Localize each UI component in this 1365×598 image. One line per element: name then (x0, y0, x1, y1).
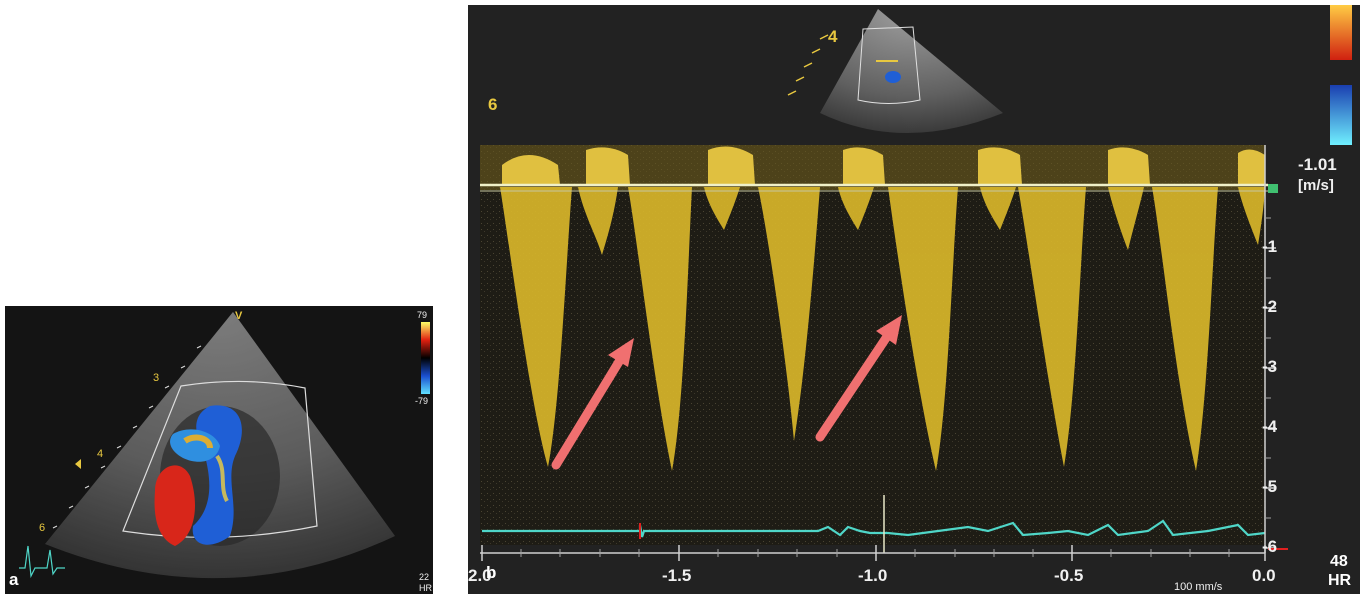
y-tick-5: -5 (1262, 477, 1278, 496)
y-tick-4: -4 (1262, 417, 1278, 436)
x-tick-0-0: 0.0 (1252, 566, 1276, 585)
thumb-depth-mark-4: 4 (828, 27, 838, 46)
arrow-head-1 (608, 338, 634, 367)
y-tick-2: -2 (1262, 297, 1278, 316)
heart-rate-label: HR (1328, 572, 1352, 589)
x-tick-minus-1-0: -1.0 (858, 566, 888, 585)
probe-marker: V (235, 310, 243, 322)
color-scale-lower (1330, 85, 1352, 145)
velocity-unit-label: [m/s] (1298, 177, 1334, 194)
annotation-arrows (551, 330, 893, 470)
arrow-head-2 (876, 315, 902, 345)
depth-mark-4: 4 (97, 448, 104, 460)
thumb-depth-mark-6: 6 (488, 95, 498, 114)
x-tick-minus-1-5: -1.5 (662, 566, 692, 585)
y-tick-1: -1 (1262, 237, 1278, 256)
baseline-marker (1268, 184, 1278, 193)
color-doppler-image-panel: a 79 -79 3 4 6 V 22 HR (5, 306, 433, 594)
upper-spectral-blobs (502, 146, 1265, 185)
color-scale-min: -79 (415, 396, 429, 406)
spectral-doppler-panel: 6 4 -1.01 [m/s] -1 -2 -3 -4 -5 -6 2.0 b … (468, 5, 1360, 594)
corner-text: 22 (419, 572, 430, 582)
panel-label-a: a (9, 570, 19, 589)
sweep-speed-label: 100 mm/s (1174, 581, 1223, 593)
ecg-trace-a (19, 545, 65, 579)
color-scale-max: 79 (417, 310, 428, 320)
depth-mark-6: 6 (39, 522, 46, 534)
corner-text-2: HR (419, 583, 432, 593)
heart-rate-value: 48 (1330, 553, 1348, 570)
ecg-trace (482, 519, 1266, 538)
echo-sector-image (19, 312, 430, 579)
doppler-spectral-envelopes (500, 187, 1265, 471)
color-scale-bar (421, 322, 430, 394)
y-tick-3: -3 (1262, 357, 1278, 376)
velocity-top-label: -1.01 (1298, 155, 1337, 174)
x-tick-minus-0-5: -0.5 (1054, 566, 1084, 585)
x-tick-2-0: 2.0 (468, 566, 492, 585)
panel-label-b: b (486, 563, 497, 582)
y-tick-6: -6 (1262, 537, 1278, 556)
red-flow-jet (154, 465, 195, 546)
spectral-doppler-display (480, 5, 1352, 561)
color-scale-upper (1330, 5, 1352, 60)
depth-mark-3: 3 (153, 372, 160, 384)
thumbnail-sector (820, 9, 1003, 133)
